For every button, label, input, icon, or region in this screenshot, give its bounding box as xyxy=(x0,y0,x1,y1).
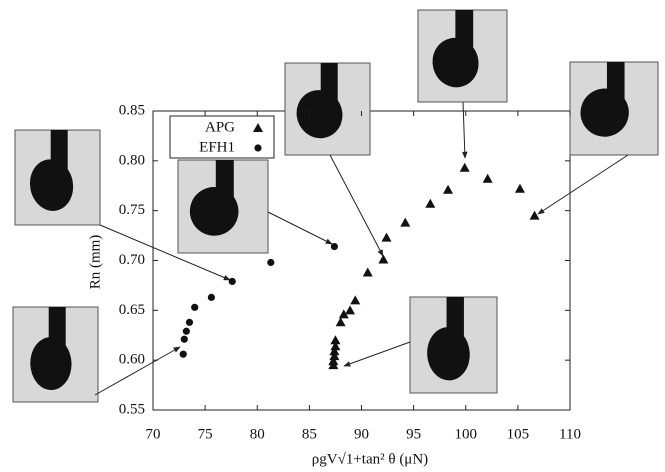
y-tick-label: 0.70 xyxy=(119,252,145,268)
data-point xyxy=(350,295,361,305)
data-point xyxy=(362,267,373,277)
y-tick-label: 0.55 xyxy=(119,401,145,417)
inset-arrow xyxy=(461,101,468,159)
x-axis-label: ρgV√1+tan² θ (μN) xyxy=(312,451,428,467)
x-tick-label: 70 xyxy=(146,426,161,442)
data-point xyxy=(328,356,339,366)
legend-marker xyxy=(253,123,263,132)
inset-arrow xyxy=(537,154,629,215)
data-point xyxy=(182,327,190,335)
data-point xyxy=(228,277,236,286)
y-tick-label: 0.65 xyxy=(119,302,145,318)
data-point xyxy=(267,258,275,267)
data-point xyxy=(425,198,436,208)
inset-arrow xyxy=(343,341,411,367)
data-point xyxy=(180,335,188,343)
x-tick-label: 90 xyxy=(354,426,369,442)
data-point xyxy=(482,173,493,183)
data-point xyxy=(191,303,199,311)
inset-drop xyxy=(29,159,74,211)
inset-drop xyxy=(432,37,479,88)
insets xyxy=(12,9,659,403)
x-tick-label: 80 xyxy=(250,426,265,442)
data-point xyxy=(345,305,356,315)
x-tick-label: 100 xyxy=(455,426,478,442)
inset-drop xyxy=(30,337,72,391)
data-point xyxy=(330,242,338,251)
data-point xyxy=(335,317,346,327)
data-point xyxy=(330,335,341,345)
data-point xyxy=(207,293,215,301)
legend-label: APG xyxy=(205,119,235,135)
x-tick-label: 75 xyxy=(198,426,213,442)
data-point xyxy=(400,217,411,227)
inset-arrow xyxy=(329,154,384,257)
data-point xyxy=(381,232,392,242)
data-point xyxy=(185,318,194,326)
x-tick-label: 110 xyxy=(559,426,581,442)
data-point xyxy=(330,341,341,351)
y-tick-label: 0.80 xyxy=(119,152,145,168)
data-point xyxy=(514,183,525,193)
x-tick-label: 105 xyxy=(507,426,530,442)
data-point xyxy=(529,210,540,220)
inset-arrow xyxy=(94,346,181,396)
data-point xyxy=(179,350,187,358)
data-point xyxy=(329,351,340,361)
data-point xyxy=(378,254,389,264)
data-point xyxy=(338,309,349,319)
y-axis-label: Rn (mm) xyxy=(87,235,103,290)
data-point xyxy=(443,184,454,194)
inset-drop xyxy=(189,186,239,236)
x-tick-label: 95 xyxy=(406,426,421,442)
inset-drop xyxy=(427,327,470,381)
inset-arrow xyxy=(267,211,333,245)
y-tick-label: 0.60 xyxy=(119,352,145,368)
data-point xyxy=(329,346,340,356)
inset-drop xyxy=(296,90,343,139)
inset-drop xyxy=(580,88,629,137)
data-point xyxy=(459,162,470,172)
y-tick-label: 0.75 xyxy=(119,202,145,218)
y-tick-label: 0.85 xyxy=(119,102,145,118)
legend-marker xyxy=(254,144,262,152)
x-tick-label: 85 xyxy=(302,426,317,442)
inset-arrow xyxy=(99,224,231,281)
legend-label: EFH1 xyxy=(199,139,235,155)
